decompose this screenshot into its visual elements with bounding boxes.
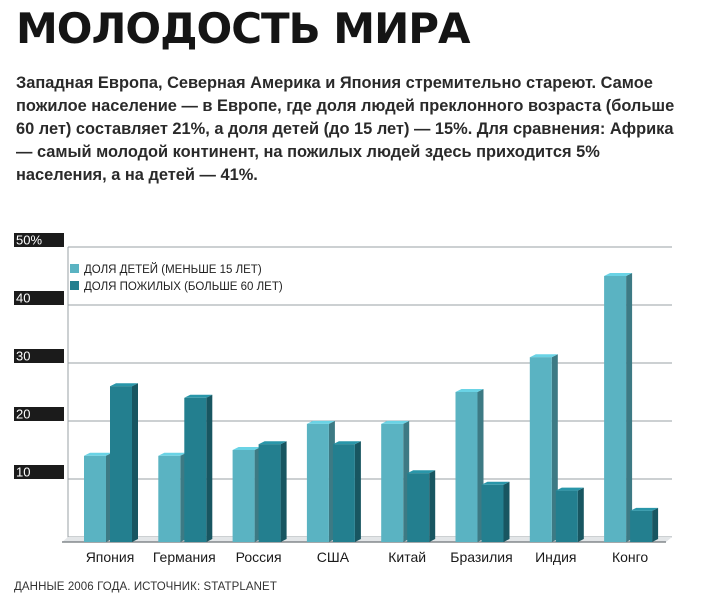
bar-children	[232, 450, 255, 542]
bar-children	[381, 423, 404, 542]
x-tick-label: Германия	[153, 549, 216, 565]
bar-elderly	[184, 397, 207, 542]
y-tick-label-bg	[14, 465, 64, 479]
bar-elderly	[258, 444, 281, 542]
bar-side	[354, 441, 361, 542]
bar-side	[503, 481, 510, 542]
chart-subtitle: Западная Европа, Северная Америка и Япон…	[16, 74, 675, 184]
bar-top	[529, 354, 558, 358]
bar-top	[184, 394, 213, 398]
y-tick-label-bg	[14, 291, 64, 305]
x-tick-label: Япония	[86, 549, 135, 565]
bar-top	[604, 273, 633, 276]
legend-swatch	[70, 281, 79, 290]
bar-top	[258, 441, 287, 445]
source-note: ДАННЫЕ 2006 ГОДА. ИСТОЧНИК: STATPLANET	[14, 581, 277, 593]
bar-side	[429, 470, 436, 542]
x-tick-label: Китай	[388, 549, 426, 565]
bar-side	[280, 441, 287, 542]
bar-top	[110, 383, 138, 387]
y-tick-label: 40	[16, 291, 30, 306]
x-tick-label: США	[317, 549, 350, 565]
bar-elderly	[110, 386, 132, 542]
bar-elderly	[630, 510, 653, 542]
bar-top	[481, 481, 510, 485]
bar-elderly	[332, 444, 355, 542]
bar-side	[132, 383, 138, 542]
bar-children	[306, 423, 329, 542]
bar-elderly	[481, 484, 504, 542]
bar-elderly	[555, 490, 578, 542]
bar-top	[381, 420, 410, 424]
x-tick-label: Бразилия	[450, 549, 512, 565]
legend-label: ДОЛЯ ПОЖИЛЫХ (БОЛЬШЕ 60 ЛЕТ)	[84, 281, 283, 293]
chart-title: МОЛОДОСТЬ МИРА	[16, 4, 471, 53]
bar-top	[332, 441, 361, 445]
bar-top	[306, 420, 335, 424]
bar-top	[630, 507, 659, 511]
bar-top	[555, 487, 584, 491]
y-tick-label-bg	[14, 407, 64, 421]
y-tick-label: 30	[16, 349, 30, 364]
x-tick-label: Конго	[612, 549, 648, 565]
bar-children	[529, 357, 552, 542]
bar-children	[604, 276, 627, 542]
bar-top	[84, 452, 112, 456]
bar-children	[84, 455, 106, 542]
bar-elderly	[407, 473, 430, 542]
legend-label: ДОЛЯ ДЕТЕЙ (МЕНЬШЕ 15 ЛЕТ)	[84, 263, 262, 276]
y-tick-label: 50%	[16, 233, 42, 248]
bar-top	[232, 447, 261, 450]
y-tick-label: 10	[16, 465, 30, 480]
bar-side	[206, 394, 213, 542]
x-tick-label: Индия	[535, 549, 576, 565]
bar-side	[652, 507, 659, 542]
bar-children	[158, 455, 181, 542]
legend-swatch	[70, 264, 79, 273]
bar-side	[626, 273, 633, 542]
bar-top	[407, 470, 436, 474]
bar-side	[577, 487, 584, 542]
chart-floor	[62, 537, 672, 542]
bar-children	[455, 392, 478, 542]
y-tick-label-bg	[14, 233, 64, 247]
y-tick-label: 20	[16, 407, 30, 422]
bar-top	[455, 389, 484, 392]
x-tick-label: Россия	[236, 549, 282, 565]
bar-top	[158, 452, 187, 456]
y-tick-label-bg	[14, 349, 64, 363]
